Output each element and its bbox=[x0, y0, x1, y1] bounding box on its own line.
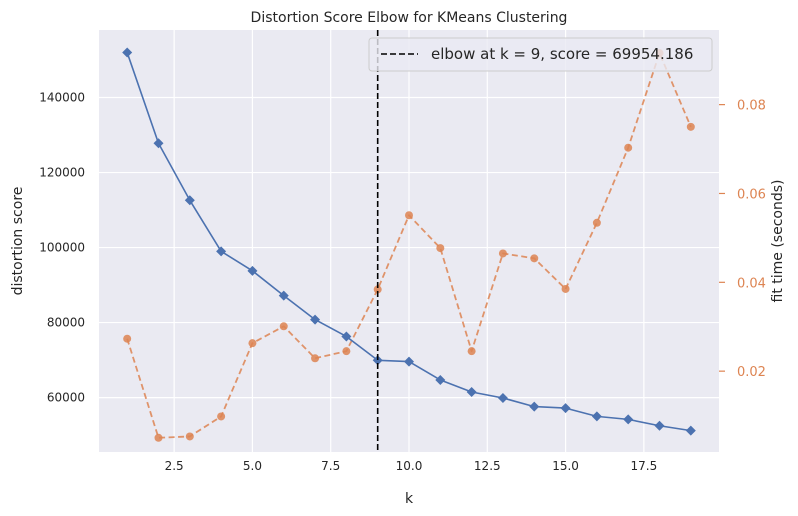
legend: elbow at k = 9, score = 69954.186 bbox=[368, 37, 713, 72]
y-axis-label: distortion score bbox=[10, 187, 26, 296]
fit-time-point bbox=[185, 432, 194, 441]
fit-time-point bbox=[217, 412, 226, 421]
legend-box bbox=[368, 37, 713, 72]
chart-title: Distortion Score Elbow for KMeans Cluste… bbox=[251, 10, 568, 26]
distortion-point bbox=[466, 386, 477, 397]
grid-layer bbox=[99, 30, 719, 452]
fit-time-point bbox=[311, 354, 320, 363]
distortion-point bbox=[591, 411, 602, 422]
y-tick-label: 120000 bbox=[39, 166, 85, 180]
distortion-point bbox=[184, 195, 195, 206]
distortion-point bbox=[247, 265, 258, 276]
x-tick-label: 17.5 bbox=[630, 459, 657, 473]
fit-time-point bbox=[686, 122, 695, 131]
distortion-point bbox=[153, 138, 164, 149]
distortion-point bbox=[685, 425, 696, 436]
fit-time-point bbox=[279, 322, 288, 331]
distortion-point bbox=[529, 401, 540, 412]
y-tick-label: 100000 bbox=[39, 241, 85, 255]
x-tick-label: 10.0 bbox=[396, 459, 423, 473]
distortion-point bbox=[310, 314, 321, 325]
fit-time-point bbox=[498, 249, 507, 258]
y-tick-label: 80000 bbox=[47, 316, 85, 330]
y2-tick-label: 0.06 bbox=[737, 187, 766, 202]
fit-time-point bbox=[342, 347, 351, 356]
distortion-point bbox=[372, 355, 383, 366]
distortion-point bbox=[497, 392, 508, 403]
distortion-point bbox=[623, 414, 634, 425]
distortion-point bbox=[654, 420, 665, 431]
x-tick-label: 5.0 bbox=[243, 459, 262, 473]
y2-tick-label: 0.02 bbox=[737, 365, 766, 380]
fit-time-point bbox=[123, 334, 132, 343]
fit-time-point bbox=[592, 218, 601, 227]
fit-time-point bbox=[154, 433, 163, 442]
distortion-point bbox=[122, 47, 133, 58]
distortion-point bbox=[435, 374, 446, 385]
y-tick-label: 140000 bbox=[39, 91, 85, 105]
fit-time-point bbox=[436, 244, 445, 253]
fit-time-point bbox=[373, 285, 382, 294]
legend-elbow-label: elbow at k = 9, score = 69954.186 bbox=[431, 45, 693, 63]
x-tick-label: 2.5 bbox=[165, 459, 184, 473]
fit-time-point bbox=[248, 339, 257, 348]
x-tick-label: 12.5 bbox=[474, 459, 501, 473]
y-tick-label: 60000 bbox=[47, 391, 85, 405]
fit-time-point bbox=[405, 211, 413, 220]
y2-tick-label: 0.04 bbox=[737, 276, 766, 291]
distortion-point bbox=[278, 290, 289, 301]
fit-time-point bbox=[624, 143, 633, 152]
x-tick-label: 15.0 bbox=[552, 459, 579, 473]
distortion-point bbox=[560, 403, 571, 414]
x-tick-label: 7.5 bbox=[321, 459, 340, 473]
y2-tick-label: 0.08 bbox=[737, 99, 766, 114]
fit-time-point bbox=[530, 254, 539, 263]
y2-axis-label: fit time (seconds) bbox=[770, 180, 786, 303]
fit-time-point bbox=[467, 347, 476, 356]
distortion-point bbox=[404, 356, 414, 367]
series-layer bbox=[122, 47, 696, 442]
distortion-point bbox=[216, 246, 227, 257]
x-axis-label: k bbox=[405, 491, 414, 507]
axis-layer: 2.5 5.0 7.5 10.0 12.5 15.0 17.5 60000 80000 10000… bbox=[39, 91, 766, 473]
distortion-point bbox=[341, 331, 352, 342]
fit-time-point bbox=[561, 284, 570, 293]
